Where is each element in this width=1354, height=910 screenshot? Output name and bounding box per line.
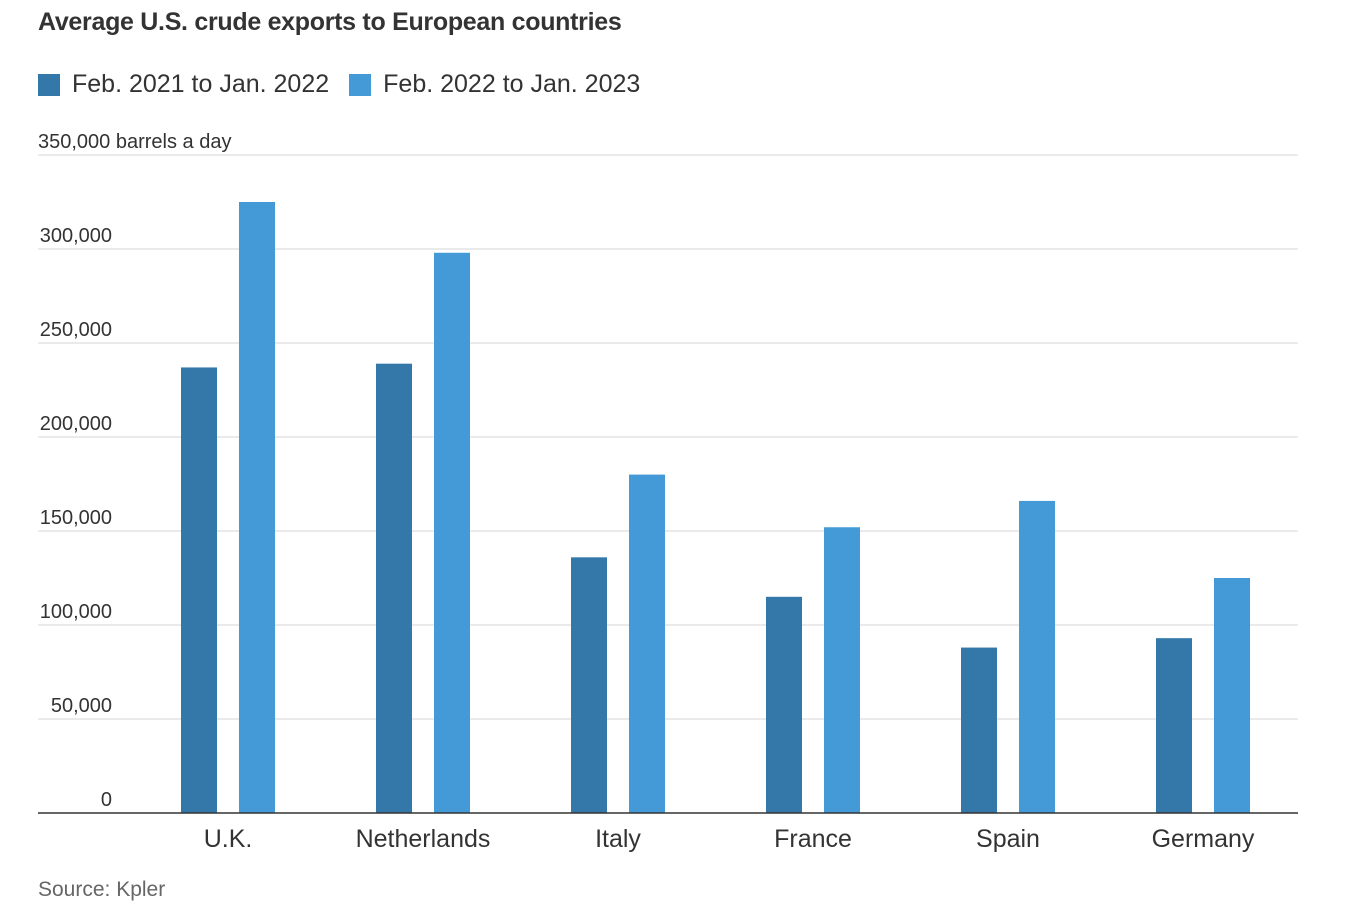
bars [181,202,1250,813]
y-tick-label: 150,000 [40,507,112,529]
x-category-label: Germany [1152,825,1255,853]
legend-label-series-1: Feb. 2021 to Jan. 2022 [72,70,330,98]
bar-spain-series-1 [961,647,997,813]
x-category-label: France [774,825,852,853]
bar-germany-series-1 [1156,638,1192,813]
x-category-label: U.K. [204,825,253,853]
source-note: Source: Kpler [38,878,166,901]
y-tick-label: 50,000 [51,695,112,717]
bar-italy-series-2 [629,474,665,813]
y-tick-label: 200,000 [40,413,112,435]
y-tick-label: 350,000 barrels a day [38,131,231,153]
legend-swatch-series-1 [38,73,60,96]
bar-u-k-series-2 [239,202,275,813]
y-tick-label: 100,000 [40,601,112,623]
y-axis-tick-labels: 0 50,000 100,000 150,000 200,000 250,000 300,0… [38,131,231,811]
y-tick-label: 300,000 [40,225,112,247]
bar-spain-series-2 [1019,500,1055,813]
x-category-label: Netherlands [356,825,491,853]
legend-label-series-2: Feb. 2022 to Jan. 2023 [383,70,641,98]
legend-item-series-1: Feb. 2021 to Jan. 2022 [38,70,329,99]
x-category-label: Italy [595,825,641,853]
y-tick-label: 0 [101,789,112,811]
bar-netherlands-series-2 [434,252,470,813]
bar-france-series-1 [766,596,802,813]
bar-france-series-2 [824,527,860,813]
x-axis-category-labels: U.K. Netherlands Italy France Spain Germany [204,825,1255,853]
gridlines [38,154,1298,720]
x-category-label: Spain [976,825,1040,853]
legend: Feb. 2021 to Jan. 2022 Feb. 2022 to Jan.… [38,70,660,99]
y-tick-label: 250,000 [40,319,112,341]
bar-u-k-series-1 [181,367,217,813]
legend-item-series-2: Feb. 2022 to Jan. 2023 [349,70,640,99]
bar-netherlands-series-1 [376,363,412,813]
chart-title: Average U.S. crude exports to European c… [38,8,622,36]
bar-italy-series-1 [571,557,607,813]
legend-swatch-series-2 [349,73,372,96]
bar-germany-series-2 [1214,578,1250,813]
